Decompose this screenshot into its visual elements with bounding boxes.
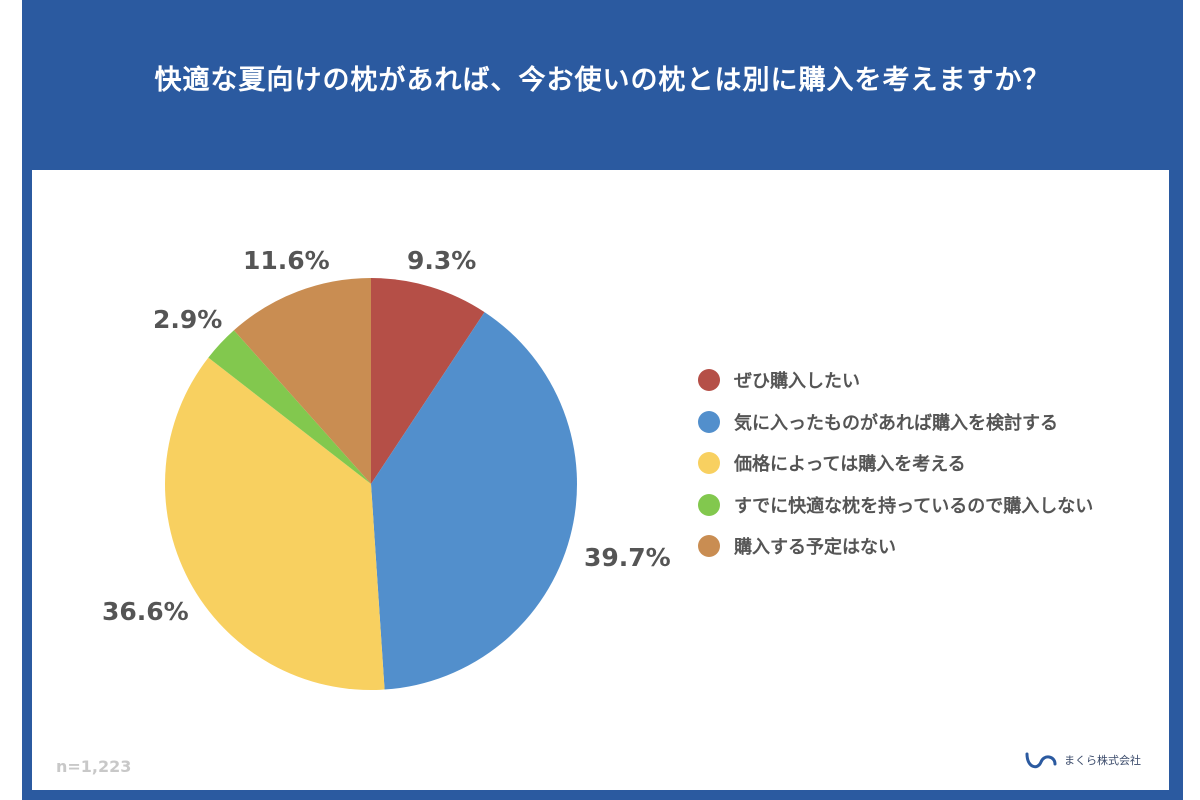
pillow-wave-icon [1025,752,1057,769]
chart-legend: ぜひ購入したい 気に入ったものがあれば購入を検討する 価格によっては購入を考える… [698,366,1093,574]
legend-swatch-4 [698,535,720,557]
legend-item-3: すでに快適な枕を持っているので購入しない [698,491,1093,519]
slice-label-2: 36.6% [102,597,189,626]
legend-item-0: ぜひ購入したい [698,366,1093,394]
legend-label-2: 価格によっては購入を考える [734,454,966,475]
pie-slice-3 [208,330,371,484]
legend-item-1: 気に入ったものがあれば購入を検討する [698,408,1093,436]
slice-label-4: 11.6% [243,246,330,275]
legend-swatch-1 [698,410,720,433]
legend-swatch-2 [698,452,720,474]
pie-slice-1 [371,312,578,690]
slice-label-3: 2.9% [153,305,223,334]
company-logo: まくら株式会社 [1024,748,1141,772]
pie-slice-4 [233,278,371,484]
slice-label-1: 39.7% [584,543,671,572]
slice-label-0: 9.3% [407,246,477,275]
legend-item-4: 購入する予定はない [698,532,1093,560]
sample-size-note: n=1,223 [56,757,132,776]
legend-label-4: 購入する予定はない [734,537,896,558]
legend-item-2: 価格によっては購入を考える [698,449,1093,477]
logo-text: まくら株式会社 [1064,754,1141,767]
legend-swatch-3 [698,493,720,516]
chart-title: 快適な夏向けの枕があれば、今お使いの枕とは別に購入を考えますか？ [154,65,1051,96]
pie-slice-2 [164,357,385,690]
legend-label-3: すでに快適な枕を持っているので購入しない [734,495,1094,517]
pie-slice-0 [371,278,485,484]
legend-swatch-0 [698,369,720,391]
legend-label-0: ぜひ購入したい [734,371,860,392]
legend-label-1: 気に入ったものがあれば購入を検討する [734,412,1058,434]
